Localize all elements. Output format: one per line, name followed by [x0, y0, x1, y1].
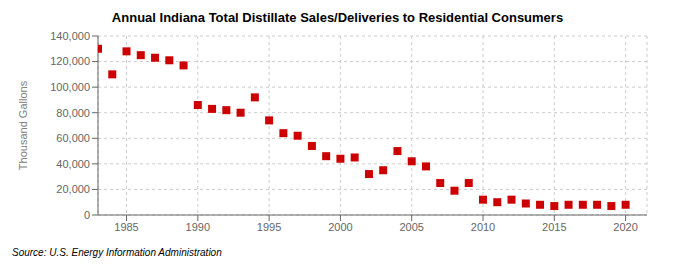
svg-text:100,000: 100,000	[50, 81, 90, 93]
svg-text:80,000: 80,000	[56, 107, 90, 119]
svg-text:2015: 2015	[542, 221, 566, 233]
html-text:Annual Indiana Total Distillat: Annual Indiana Total Distillate Sales/De…	[111, 10, 564, 25]
svg-text:1995: 1995	[257, 221, 281, 233]
svg-text:120,000: 120,000	[50, 55, 90, 67]
html-text:Source: U.S. Energy Informatio: Source: U.S. Energy Information Administ…	[12, 247, 222, 258]
svg-text:Thousand Gallons: Thousand Gallons	[17, 80, 29, 170]
svg-text:2005: 2005	[399, 221, 423, 233]
svg-text:140,000: 140,000	[50, 30, 90, 42]
svg-text:1990: 1990	[186, 221, 210, 233]
svg-text:0: 0	[84, 209, 90, 221]
svg-text:1985: 1985	[114, 221, 138, 233]
svg-text:40,000: 40,000	[56, 158, 90, 170]
svg-text:2020: 2020	[613, 221, 637, 233]
svg-text:2000: 2000	[328, 221, 352, 233]
svg-text:60,000: 60,000	[56, 132, 90, 144]
svg-text:2010: 2010	[471, 221, 495, 233]
svg-text:20,000: 20,000	[56, 183, 90, 195]
